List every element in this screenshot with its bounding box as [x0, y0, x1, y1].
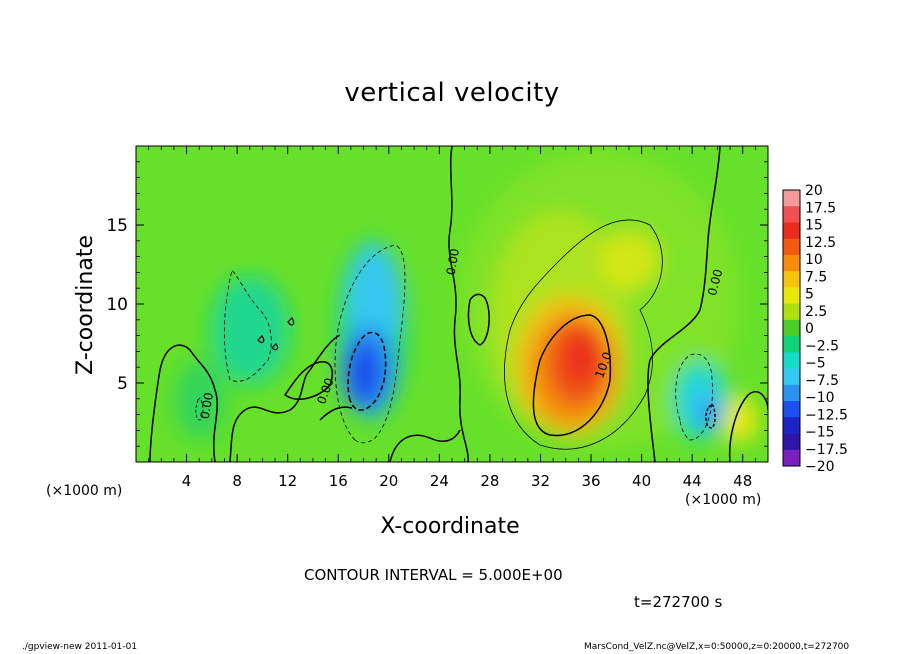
x-tick-label: 44: [683, 472, 702, 490]
colorbar-label: −2.5: [805, 338, 839, 354]
colorbar-label: −10: [805, 390, 835, 406]
colorbar-label: 17.5: [805, 200, 836, 216]
x-axis-label: X-coordinate: [380, 514, 520, 539]
footer-right: MarsCond_VelZ.nc@VelZ,x=0:50000,z=0:2000…: [584, 642, 850, 652]
colorbar-swatch: [783, 401, 800, 418]
colorbar-label: 10: [805, 252, 823, 268]
colorbar-swatch: [783, 433, 800, 451]
contour-lines: [149, 146, 768, 462]
colorbar-swatch: [783, 352, 800, 370]
contour-label: 0.00: [705, 268, 725, 297]
colorbar-frame: [782, 189, 801, 467]
x-axis-unit-right: (×1000 m): [685, 492, 762, 508]
colorbar-swatch: [783, 319, 800, 337]
colorbar-swatch: [783, 222, 800, 240]
colorbar-label: 5: [805, 287, 814, 303]
x-tick-label: 40: [632, 472, 651, 490]
colorbar-label: −15: [805, 425, 835, 441]
colorbar-swatch: [783, 303, 800, 321]
x-axis-unit-left: (×1000 m): [46, 483, 123, 499]
colorbar-swatch: [783, 190, 800, 207]
x-tick-label: 20: [379, 472, 398, 490]
y-tick-label: 15: [106, 216, 128, 236]
chart-title: vertical velocity: [344, 78, 560, 108]
colorbar-label: 2.5: [805, 304, 827, 320]
x-tick-label: 36: [581, 472, 600, 490]
colorbar-swatch: [783, 368, 800, 386]
colorbar-label: −7.5: [805, 373, 839, 389]
colorbar-swatch: [783, 287, 800, 305]
y-tick-label: 10: [106, 295, 128, 315]
colorbar-swatch: [783, 254, 800, 272]
colorbar-label: 0: [805, 321, 814, 337]
colorbar-swatch: [783, 238, 800, 256]
velocity-field: 0.00 0.00 0.00 0.00 10.0: [136, 146, 768, 462]
x-tick-label: 32: [531, 472, 550, 490]
colorbar-swatch: [783, 271, 800, 288]
colorbar-label: −17.5: [805, 442, 848, 458]
colorbar-swatch: [783, 384, 800, 402]
x-tick-label: 24: [430, 472, 449, 490]
colorbar-swatch: [783, 417, 800, 435]
x-axis: 4 8 12 16 20 24 28 32 36 40 44 48: [148, 146, 756, 490]
colorbar-label: −20: [805, 459, 835, 475]
time-label: t=272700 s: [634, 593, 723, 611]
colorbar-label: 15: [805, 218, 823, 234]
x-tick-label: 4: [182, 472, 192, 490]
contour-label: 0.00: [198, 391, 216, 420]
x-tick-label: 12: [278, 472, 297, 490]
colorbar-label: 7.5: [805, 269, 827, 285]
contour-label: 0.00: [444, 247, 462, 276]
colorbar-label: −5: [805, 356, 826, 372]
y-axis: 5 10 15: [106, 161, 768, 447]
y-axis-label: Z-coordinate: [73, 235, 98, 375]
colorbar-swatch: [783, 206, 800, 223]
x-tick-label: 28: [480, 472, 499, 490]
footer-left: ./gpview-new 2011-01-01: [22, 642, 138, 652]
x-tick-label: 8: [232, 472, 242, 490]
colorbar-label: −12.5: [805, 407, 848, 423]
colorbar-label: 20: [805, 183, 823, 199]
x-tick-label: 16: [329, 472, 348, 490]
contour-interval-text: CONTOUR INTERVAL = 5.000E+00: [304, 566, 563, 584]
colorbar-swatch: [783, 336, 800, 353]
colorbar-swatch: [783, 449, 800, 467]
x-tick-label: 48: [733, 472, 752, 490]
y-tick-label: 5: [117, 374, 128, 394]
colorbar-label: 12.5: [805, 235, 836, 251]
